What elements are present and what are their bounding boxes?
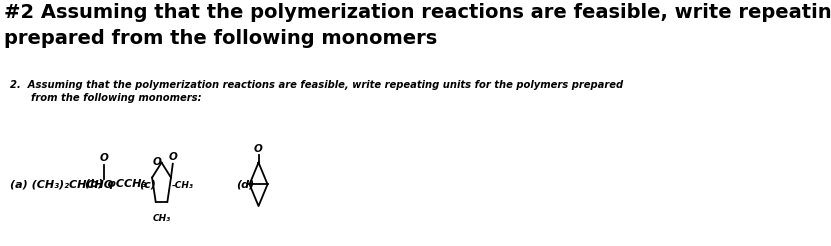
Text: O: O bbox=[169, 152, 177, 162]
Text: #2 Assuming that the polymerization reactions are feasible, write repeating unit: #2 Assuming that the polymerization reac… bbox=[3, 3, 831, 22]
Text: (c): (c) bbox=[139, 179, 156, 189]
Text: O: O bbox=[152, 157, 161, 167]
Text: CH₃: CH₃ bbox=[152, 214, 170, 223]
Text: (b) φCCH₃: (b) φCCH₃ bbox=[85, 179, 146, 189]
Text: (a) (CH₃)₂CHCHO: (a) (CH₃)₂CHCHO bbox=[9, 179, 113, 189]
Text: from the following monomers:: from the following monomers: bbox=[9, 93, 201, 103]
Text: O: O bbox=[254, 144, 263, 154]
Text: -CH₃: -CH₃ bbox=[172, 181, 194, 190]
Text: (d): (d) bbox=[236, 179, 254, 189]
Text: prepared from the following monomers: prepared from the following monomers bbox=[3, 29, 437, 48]
Text: O: O bbox=[100, 153, 108, 163]
Text: 2.  Assuming that the polymerization reactions are feasible, write repeating uni: 2. Assuming that the polymerization reac… bbox=[9, 80, 622, 91]
